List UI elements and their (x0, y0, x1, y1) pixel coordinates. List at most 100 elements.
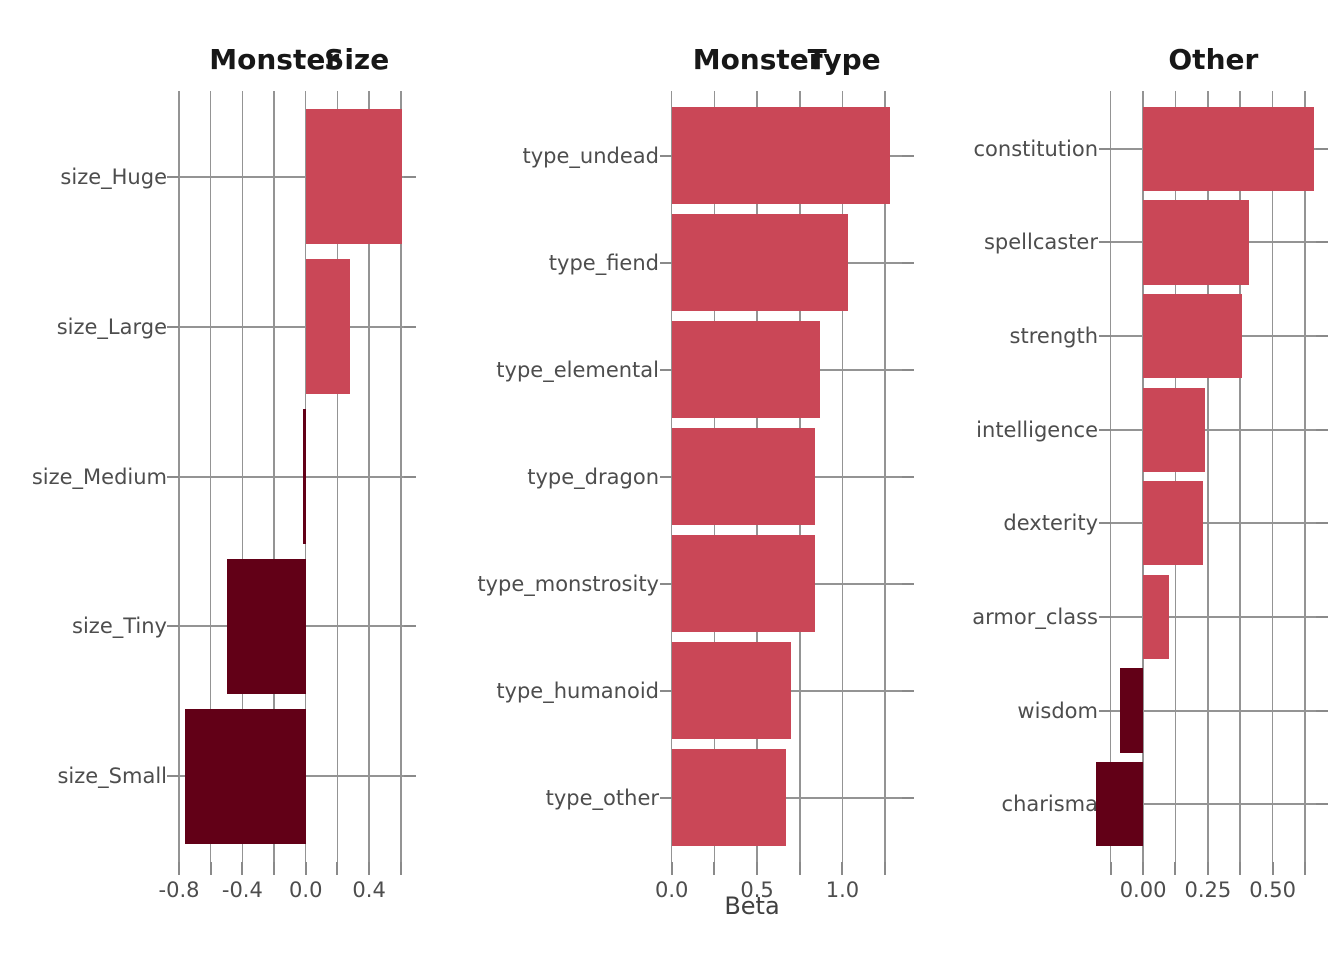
y-tick-mark-right (403, 625, 416, 628)
gridline-horizontal (1110, 709, 1316, 712)
panel-title-monster-type: MonsterType (693, 44, 881, 76)
y-tick-mark-right (1316, 709, 1328, 712)
y-tick-mark-right (901, 582, 914, 585)
x-tick-mark (1174, 862, 1177, 875)
y-tick-mark-left (167, 625, 179, 628)
y-tick-mark-right (901, 154, 914, 157)
y-tick-mark-right (901, 368, 914, 371)
x-tick-label: 1.0 (825, 878, 860, 902)
y-tick-mark-right (403, 775, 416, 778)
x-tick-label: 0.25 (1184, 878, 1232, 902)
category-label-wisdom: wisdom (1017, 698, 1098, 723)
x-tick-mark (884, 862, 887, 875)
y-tick-mark-right (901, 796, 914, 799)
x-tick-mark (670, 862, 673, 875)
category-label-intelligence: intelligence (976, 417, 1098, 442)
x-tick-label: 0.50 (1249, 878, 1296, 902)
y-tick-mark-left (167, 475, 179, 478)
gridline-vertical (1271, 91, 1274, 862)
bar-type_dragon (671, 428, 816, 525)
x-tick-mark (241, 862, 244, 875)
x-tick-mark (1303, 862, 1306, 875)
y-tick-mark-right (901, 689, 914, 692)
category-label-size_Medium: size_Medium (31, 464, 167, 489)
category-label-size_Small: size_Small (57, 764, 167, 789)
x-tick-mark (178, 862, 180, 875)
x-tick-mark (756, 862, 759, 875)
gridline-vertical (1174, 91, 1177, 862)
y-tick-mark-right (1316, 522, 1328, 525)
category-label-size_Huge: size_Huge (60, 164, 167, 189)
x-tick-mark (713, 862, 716, 875)
bar-type_elemental (671, 321, 821, 418)
y-tick-mark-left (659, 582, 672, 585)
bar-dexterity (1143, 481, 1203, 566)
y-tick-mark-left (1098, 615, 1111, 618)
x-tick-label: -0.4 (221, 878, 263, 902)
category-label-size_Tiny: size_Tiny (72, 614, 167, 639)
y-tick-mark-right (403, 325, 416, 328)
x-tick-mark (841, 862, 844, 875)
x-tick-mark (798, 862, 801, 875)
gridline-horizontal (179, 325, 404, 328)
category-label-armor_class: armor_class (972, 604, 1098, 629)
y-tick-mark-right (403, 475, 416, 478)
bar-size_Large (305, 259, 351, 395)
bar-strength (1143, 293, 1242, 379)
gridline-vertical (1239, 91, 1241, 862)
x-tick-mark (336, 862, 339, 875)
y-tick-mark-left (1098, 335, 1111, 338)
category-label-strength: strength (1009, 324, 1098, 349)
y-tick-mark-left (659, 154, 672, 157)
category-label-type_undead: type_undead (522, 143, 659, 168)
category-label-dexterity: dexterity (1003, 511, 1098, 536)
title-word-other: Other (1168, 43, 1259, 76)
y-tick-mark-right (901, 261, 914, 264)
x-tick-mark (1109, 862, 1112, 875)
y-tick-mark-left (1098, 709, 1111, 712)
title-word-type: Type (807, 43, 881, 76)
x-axis-label: Beta (724, 892, 780, 920)
title-word-monster: Monster (692, 43, 823, 76)
category-label-charisma: charisma (1001, 792, 1098, 817)
panel-title-other: Other (1168, 44, 1258, 76)
y-tick-mark-right (1316, 241, 1328, 244)
bar-size_Tiny (226, 558, 306, 694)
gridline-vertical (1207, 91, 1209, 862)
x-tick-mark (368, 862, 371, 875)
y-tick-mark-left (659, 368, 672, 371)
category-label-type_other: type_other (545, 785, 659, 810)
x-tick-mark (1271, 862, 1274, 875)
x-tick-mark (399, 862, 402, 875)
bar-armor_class (1143, 574, 1169, 660)
bar-charisma (1096, 762, 1144, 847)
y-tick-mark-right (1316, 615, 1328, 618)
y-tick-mark-left (659, 475, 672, 478)
y-tick-mark-left (1098, 428, 1111, 431)
gridline-vertical (1109, 91, 1112, 862)
x-tick-mark (1239, 862, 1242, 875)
gridline-horizontal (179, 475, 404, 478)
gridline-vertical (1142, 91, 1144, 862)
x-tick-label: -0.8 (158, 878, 200, 902)
panel-title-monster-size: MonsterSize (209, 44, 389, 76)
y-tick-mark-left (167, 175, 179, 178)
category-label-size_Large: size_Large (56, 314, 167, 339)
gridline-horizontal (1110, 522, 1316, 525)
category-label-type_elemental: type_elemental (496, 357, 659, 382)
bar-spellcaster (1143, 200, 1250, 285)
gridline-horizontal (1110, 428, 1316, 431)
bar-type_monstrosity (671, 535, 816, 632)
x-tick-mark (273, 862, 276, 875)
gridline-horizontal (1110, 615, 1316, 618)
x-tick-label: 0.5 (740, 878, 774, 902)
x-tick-label: 0.0 (654, 878, 689, 902)
title-word-size: Size (324, 43, 390, 76)
y-tick-mark-left (659, 689, 672, 692)
category-label-constitution: constitution (973, 136, 1098, 161)
x-tick-mark (1206, 862, 1209, 875)
bar-size_Medium (302, 409, 306, 544)
gridline-horizontal (671, 796, 902, 799)
x-tick-mark (209, 862, 212, 875)
